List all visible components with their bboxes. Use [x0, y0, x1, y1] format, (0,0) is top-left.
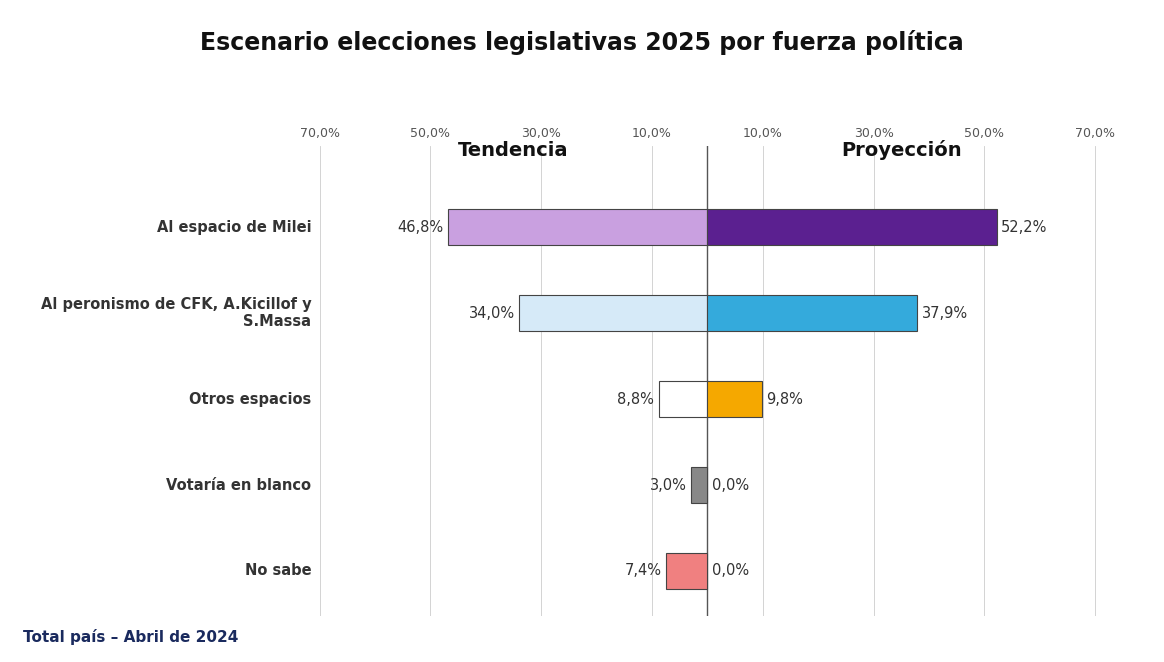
Text: Otros espacios: Otros espacios [189, 392, 311, 406]
Bar [708, 381, 761, 417]
Text: Proyección: Proyección [842, 140, 961, 160]
Text: 7,4%: 7,4% [625, 563, 662, 579]
Text: Votaría en blanco: Votaría en blanco [166, 477, 311, 493]
Text: Al espacio de Milei: Al espacio de Milei [157, 220, 311, 235]
Text: Escenario elecciones legislativas 2025 por fuerza política: Escenario elecciones legislativas 2025 p… [200, 30, 964, 55]
Text: 9,8%: 9,8% [766, 392, 803, 406]
Text: 37,9%: 37,9% [922, 306, 968, 320]
Bar [448, 209, 708, 246]
Text: Tendencia: Tendencia [459, 141, 569, 160]
Text: 8,8%: 8,8% [617, 392, 654, 406]
Text: 46,8%: 46,8% [398, 220, 443, 235]
Bar [667, 553, 708, 589]
Text: 3,0%: 3,0% [650, 477, 687, 493]
Bar [519, 295, 708, 331]
Bar [708, 295, 917, 331]
Text: 0,0%: 0,0% [712, 563, 748, 579]
Bar [659, 381, 708, 417]
Text: Total país – Abril de 2024: Total país – Abril de 2024 [23, 630, 239, 645]
Text: Al peronismo de CFK, A.Kicillof y S.Massa: Al peronismo de CFK, A.Kicillof y S.Mass… [41, 297, 311, 330]
Bar [690, 467, 708, 503]
Text: 0,0%: 0,0% [712, 477, 748, 493]
Text: 34,0%: 34,0% [468, 306, 514, 320]
Text: 52,2%: 52,2% [1001, 220, 1048, 235]
Text: No sabe: No sabe [244, 563, 311, 579]
Bar [708, 209, 996, 246]
